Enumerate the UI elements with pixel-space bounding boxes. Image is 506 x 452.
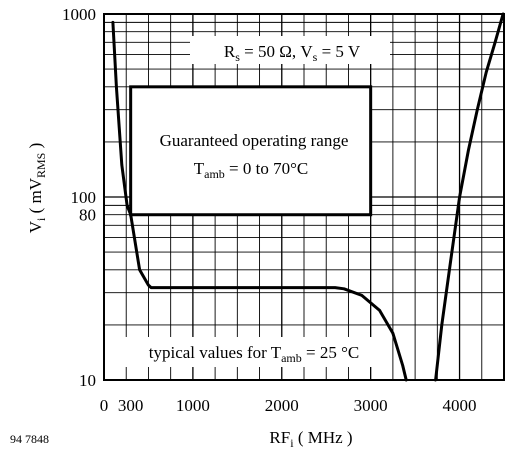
y-axis-label-end: ): [26, 143, 45, 153]
x-tick-label: 300: [118, 396, 144, 415]
note-background: [118, 337, 390, 367]
y-axis-label: Vi ( mVRMS ): [26, 143, 48, 234]
note-post: = 25 °C: [302, 343, 359, 362]
box-label-line2: Tamb = 0 to 70°C: [194, 159, 309, 181]
condition-r: R: [224, 42, 236, 61]
y-tick-label: 10: [79, 371, 96, 390]
box-label-line1: Guaranteed operating range: [160, 131, 349, 150]
note-sub: amb: [281, 351, 302, 365]
y-tick-label: 100: [71, 188, 97, 207]
condition-label: Rs = 50 Ω, Vs = 5 V: [224, 42, 361, 64]
y-axis-label-mid: ( mV: [26, 177, 45, 217]
figure-id: 94 7848: [10, 432, 49, 446]
condition-v-sub: s: [313, 50, 318, 64]
y-axis-label-sub: i: [34, 217, 48, 221]
box-label-t: T: [194, 159, 205, 178]
x-axis-label-main: RF: [269, 428, 290, 447]
guaranteed-range-box: [129, 85, 373, 217]
condition-background: [190, 36, 390, 64]
x-axis-label-sub: i: [290, 436, 294, 450]
condition-v: V: [300, 42, 313, 61]
box-label-t-sub: amb: [204, 167, 225, 181]
x-tick-label: 3000: [354, 396, 388, 415]
x-tick-label: 0: [100, 396, 109, 415]
x-tick-label: 4000: [443, 396, 477, 415]
condition-r-sub: s: [235, 50, 240, 64]
condition-v-value: = 5 V: [317, 42, 361, 61]
x-axis-label-rest: ( MHz ): [294, 428, 353, 447]
y-tick-label: 1000: [62, 5, 96, 24]
box-label-t-value: = 0 to 70°C: [225, 159, 308, 178]
series-line: [111, 20, 408, 382]
x-axis-label: RFi ( MHz ): [269, 428, 352, 450]
x-tick-label: 1000: [176, 396, 210, 415]
series-line: [434, 12, 505, 382]
note-pre: typical values for T: [149, 343, 282, 362]
series-lines: [111, 12, 505, 382]
y-axis-label-main: V: [26, 220, 45, 233]
condition-r-value: = 50 Ω,: [240, 42, 300, 61]
x-tick-label: 2000: [265, 396, 299, 415]
note-label: typical values for Tamb = 25 °C: [149, 343, 360, 365]
y-axis-label-sub2: RMS: [34, 153, 48, 178]
y-tick-label: 80: [79, 206, 96, 225]
plot-frame: [103, 13, 505, 381]
